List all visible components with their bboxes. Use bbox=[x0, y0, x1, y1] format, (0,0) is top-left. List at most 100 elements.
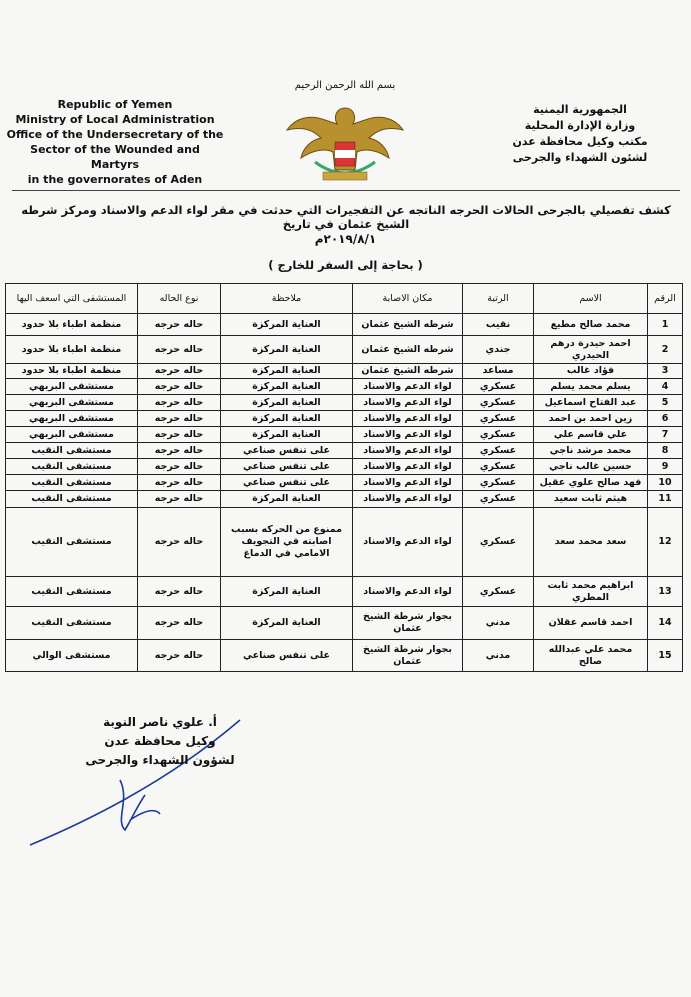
table-cell: عسكري bbox=[462, 394, 534, 411]
table-row: 14 احمد قاسم عقلان مدني بجوار شرطة الشيخ عث… bbox=[5, 606, 683, 640]
english-line: Sector of the Wounded and Martyrs bbox=[30, 143, 200, 171]
table-row: 4 يسلم محمد يسلم عسكري لواء الدعم والاسناد ا… bbox=[5, 378, 683, 395]
table-row: 5 عبد الفتاح اسماعيل عسكري لواء الدعم والاس… bbox=[5, 394, 683, 411]
table-cell: ابراهيم محمد ثابت المطري bbox=[533, 576, 648, 607]
table-row: 2 احمد حيدرة درهم الحيدري جندي شرطه الشيخ ع… bbox=[5, 335, 683, 364]
table-cell: حاله حرجه bbox=[137, 507, 221, 577]
table-cell: عسكري bbox=[462, 576, 534, 607]
table-cell: شرطه الشيخ عثمان bbox=[352, 335, 463, 364]
table-row: 3 فؤاد غالب مساعد شرطه الشيخ عثمان العناية ا… bbox=[5, 363, 683, 379]
table-cell: لواء الدعم والاسناد bbox=[352, 458, 463, 475]
table-cell: مدني bbox=[462, 606, 534, 640]
table-cell: العناية المركزة bbox=[220, 394, 353, 411]
english-line: Ministry of Local Administration bbox=[15, 113, 215, 126]
table-cell: 4 bbox=[647, 378, 683, 395]
table-cell: حاله حرجه bbox=[137, 606, 221, 640]
table-cell: العناية المركزة bbox=[220, 335, 353, 364]
table-cell: مدني bbox=[462, 639, 534, 672]
table-cell: هيثم ثابت سعيد bbox=[533, 490, 648, 508]
table-cell: عسكري bbox=[462, 442, 534, 459]
table-cell: عسكري bbox=[462, 410, 534, 427]
table-cell: حاله حرجه bbox=[137, 639, 221, 672]
table-cell: محمد صالح مطيع bbox=[533, 313, 648, 336]
table-cell: عسكري bbox=[462, 426, 534, 443]
table-cell: نقيب bbox=[462, 313, 534, 336]
column-header: ملاحظة bbox=[220, 283, 353, 314]
table-cell: علي قاسم علي bbox=[533, 426, 648, 443]
table-cell: مستشفى البريهي bbox=[5, 410, 138, 427]
signature-stroke bbox=[29, 719, 241, 846]
table-cell: العناية المركزة bbox=[220, 410, 353, 427]
table-cell: حاله حرجه bbox=[137, 458, 221, 475]
table-cell: مستشفى النقيب bbox=[5, 490, 138, 508]
table-cell: عسكري bbox=[462, 474, 534, 491]
table-cell: 15 bbox=[647, 639, 683, 672]
table-cell: مستشفى النقيب bbox=[5, 442, 138, 459]
table-cell: مستشفى البريهي bbox=[5, 378, 138, 395]
table-cell: حاله حرجه bbox=[137, 442, 221, 459]
table-cell: منظمة اطباء بلا حدود bbox=[5, 313, 138, 336]
table-cell: لواء الدعم والاسناد bbox=[352, 474, 463, 491]
table-cell: زين احمد بن احمد bbox=[533, 410, 648, 427]
table-cell: 8 bbox=[647, 442, 683, 459]
table-cell: لواء الدعم والاسناد bbox=[352, 426, 463, 443]
column-header: نوع الحاله bbox=[137, 283, 221, 314]
table-cell: عسكري bbox=[462, 458, 534, 475]
table-cell: حاله حرجه bbox=[137, 474, 221, 491]
column-header: الرقم bbox=[647, 283, 683, 314]
table-cell: مستشفى البريهي bbox=[5, 394, 138, 411]
table-cell: جندي bbox=[462, 335, 534, 364]
table-row: 1 محمد صالح مطيع نقيب شرطه الشيخ عثمان العنا… bbox=[5, 313, 683, 336]
table-cell: حاله حرجه bbox=[137, 410, 221, 427]
table-cell: 12 bbox=[647, 507, 683, 577]
table-cell: 6 bbox=[647, 410, 683, 427]
table-cell: العناية المركزة bbox=[220, 363, 353, 379]
arabic-header: الجمهورية اليمنية وزارة الإدارة المحلية مك… bbox=[500, 102, 660, 166]
table-cell: العناية المركزة bbox=[220, 378, 353, 395]
table-cell: شرطه الشيخ عثمان bbox=[352, 313, 463, 336]
table-cell: حاله حرجه bbox=[137, 426, 221, 443]
table-cell: 9 bbox=[647, 458, 683, 475]
table-cell: مستشفى البريهي bbox=[5, 426, 138, 443]
header-row: الرقم الاسم الرتبة مكان الاصابة ملاحظة نوع ال… bbox=[5, 283, 683, 314]
document-title: كشف تفصيلي بالجرحى الحالات الحرجه الناتج… bbox=[21, 203, 671, 231]
signature-line: لشؤون الشهداء والجرحى bbox=[85, 753, 235, 767]
table-cell: العناية المركزة bbox=[220, 490, 353, 508]
table-cell: احمد قاسم عقلان bbox=[533, 606, 648, 640]
table-cell: مستشفى النقيب bbox=[5, 458, 138, 475]
table-cell: حاله حرجه bbox=[137, 394, 221, 411]
table-row: 12 سعد محمد سعد عسكري لواء الدعم والاسناد مم… bbox=[5, 507, 683, 577]
signature-line: وكيل محافظة عدن bbox=[104, 734, 216, 748]
table-cell: فؤاد غالب bbox=[533, 363, 648, 379]
arabic-line: مكتب وكيل محافظة عدن bbox=[512, 135, 648, 148]
table-cell: منظمة اطباء بلا حدود bbox=[5, 335, 138, 364]
english-line: Republic of Yemen bbox=[57, 98, 173, 111]
separator bbox=[12, 190, 680, 191]
table-row: 11 هيثم ثابت سعيد عسكري لواء الدعم والاسناد… bbox=[5, 490, 683, 508]
table-cell: العناية المركزة bbox=[220, 426, 353, 443]
table-cell: حاله حرجه bbox=[137, 490, 221, 508]
table-cell: على تنفس صناعي bbox=[220, 639, 353, 672]
table-cell: لواء الدعم والاسناد bbox=[352, 442, 463, 459]
signature-block: أ. علوي ناصر النوبة وكيل محافظة عدن لشؤون … bbox=[60, 713, 260, 770]
table-cell: لواء الدعم والاسناد bbox=[352, 576, 463, 607]
table-cell: محمد علي عبدالله صالح bbox=[533, 639, 648, 672]
english-header: Republic of Yemen Ministry of Local Admin… bbox=[5, 97, 225, 187]
table-cell: 1 bbox=[647, 313, 683, 336]
arabic-line: وزارة الإدارة المحلية bbox=[524, 119, 636, 132]
table-cell: بجوار شرطة الشيخ عثمان bbox=[352, 606, 463, 640]
table-cell: يسلم محمد يسلم bbox=[533, 378, 648, 395]
emblem bbox=[285, 107, 405, 181]
table-cell: 2 bbox=[647, 335, 683, 364]
table-cell: على تنفس صناعي bbox=[220, 458, 353, 475]
table-row: 9 حسين غالب ناجي عسكري لواء الدعم والاسناد ع… bbox=[5, 458, 683, 475]
table-cell: عسكري bbox=[462, 490, 534, 508]
table-cell: منظمة اطباء بلا حدود bbox=[5, 363, 138, 379]
column-header: الاسم bbox=[533, 283, 648, 314]
table-cell: على تنفس صناعي bbox=[220, 474, 353, 491]
table-cell: 10 bbox=[647, 474, 683, 491]
english-line: in the governorates of Aden bbox=[27, 173, 203, 186]
table-cell: ممنوع من الحركه بسبب اصابته في التجويف ا… bbox=[220, 507, 353, 577]
table-cell: 11 bbox=[647, 490, 683, 508]
